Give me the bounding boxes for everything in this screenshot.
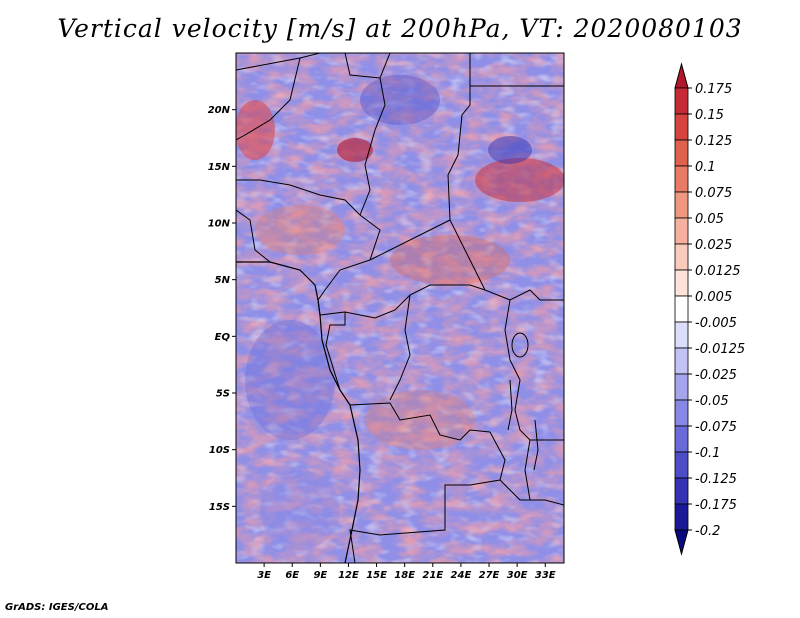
- colorbar-label: -0.175: [695, 498, 737, 513]
- colorbar-swatch: [674, 217, 689, 245]
- colorbar-label: -0.005: [695, 316, 737, 331]
- colorbar-swatch: [674, 451, 689, 479]
- lon-label: 24E: [451, 570, 472, 581]
- colorbar-label: 0.075: [695, 186, 732, 201]
- map-frame: [235, 52, 565, 564]
- colorbar-label: -0.1: [695, 446, 720, 461]
- lon-label: 12E: [338, 570, 359, 581]
- lat-label: 15N: [208, 162, 231, 173]
- colorbar-top-arrow: [674, 62, 689, 89]
- colorbar-swatch: [674, 347, 689, 375]
- lon-label: 18E: [394, 570, 415, 581]
- colorbar-label: 0.05: [695, 212, 724, 227]
- latitude-axis: 20N 15N 10N 5N EQ 5S 10S 15S: [208, 105, 236, 513]
- colorbar-swatch: [674, 399, 689, 427]
- lat-label: EQ: [215, 332, 231, 343]
- colorbar-swatch: [674, 139, 689, 167]
- colorbar-bottom-arrow: [674, 529, 689, 556]
- colorbar-swatch: [674, 425, 689, 453]
- colorbar-swatch: [674, 321, 689, 349]
- lat-label: 10S: [209, 445, 230, 456]
- grads-credit: GrADS: IGES/COLA: [5, 602, 109, 613]
- lon-label: 33E: [535, 570, 556, 581]
- chart-title: Vertical velocity [m/s] at 200hPa, VT: 2…: [57, 14, 743, 43]
- lat-label: 15S: [209, 502, 230, 513]
- lat-label: 20N: [208, 105, 231, 116]
- colorbar-swatch: [674, 191, 689, 219]
- colorbar-label: 0.175: [695, 82, 732, 97]
- colorbar-label: 0.025: [695, 238, 732, 253]
- colorbar-swatch: [674, 243, 689, 271]
- colorbar-swatch: [674, 113, 689, 141]
- colorbar-label: -0.0125: [695, 342, 745, 357]
- colorbar-label: 0.0125: [695, 264, 741, 279]
- lon-label: 3E: [257, 570, 271, 581]
- colorbar-label: -0.025: [695, 368, 737, 383]
- lon-label: 9E: [313, 570, 327, 581]
- colorbar-label: -0.05: [695, 394, 729, 409]
- colorbar-swatch: [674, 87, 689, 115]
- coastline: [236, 261, 361, 563]
- lat-label: 10N: [208, 219, 231, 230]
- colorbar-swatch: [674, 373, 689, 401]
- lon-label: 30E: [507, 570, 528, 581]
- lon-label: 15E: [366, 570, 387, 581]
- lat-label: 5S: [216, 389, 230, 400]
- colorbar-label: -0.075: [695, 420, 737, 435]
- colorbar-swatch: [674, 503, 689, 531]
- colorbar: 0.175 0.15 0.125 0.1 0.075 0.05 0.025 0.0125 0.0…: [674, 62, 745, 556]
- colorbar-swatch: [674, 295, 689, 323]
- colorbar-label: -0.2: [695, 524, 720, 539]
- lon-label: 21E: [422, 570, 443, 581]
- colorbar-label: 0.1: [695, 160, 716, 175]
- colorbar-label: -0.125: [695, 472, 737, 487]
- lat-label: 5N: [215, 275, 231, 286]
- lon-label: 6E: [285, 570, 299, 581]
- colorbar-swatch: [674, 165, 689, 193]
- longitude-axis: 3E 6E 9E 12E 15E 18E 21E 24E 27E 30E 33E: [257, 563, 556, 581]
- colorbar-label: 0.15: [695, 108, 724, 123]
- lakes: [507, 332, 539, 471]
- colorbar-label: 0.005: [695, 290, 732, 305]
- colorbar-label: 0.125: [695, 134, 732, 149]
- country-borders: [236, 53, 564, 563]
- colorbar-swatch: [674, 269, 689, 297]
- velocity-field: [236, 53, 564, 563]
- colorbar-swatch: [674, 477, 689, 505]
- lon-label: 27E: [479, 570, 500, 581]
